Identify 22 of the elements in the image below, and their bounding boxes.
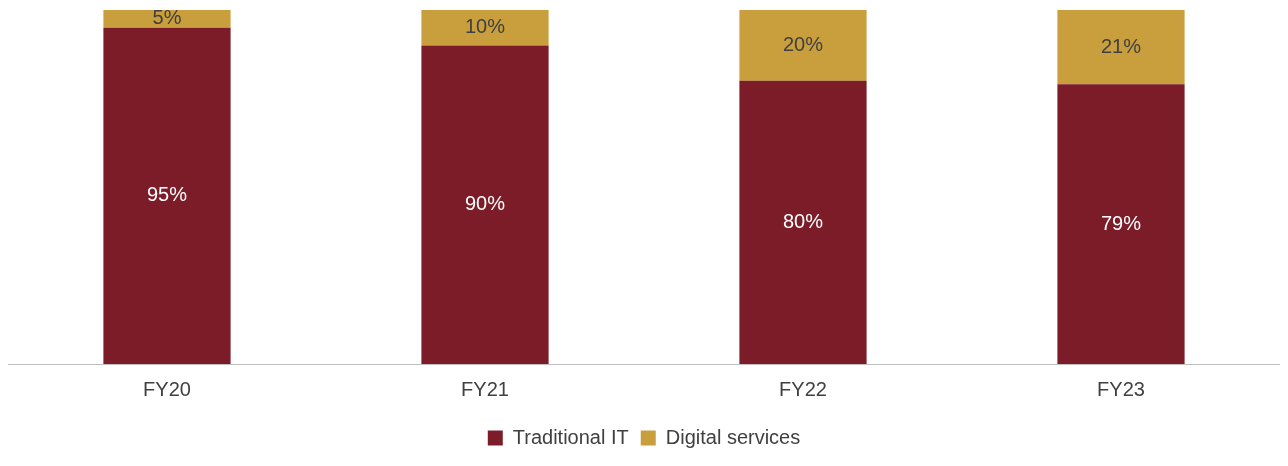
- data-label: 90%: [464, 192, 506, 215]
- bar: [421, 10, 549, 46]
- bar: [103, 27, 231, 364]
- x-tick-label: FY20: [143, 377, 191, 400]
- x-tick-label: FY21: [461, 377, 509, 400]
- bar: [1057, 10, 1185, 85]
- bar: [739, 10, 867, 81]
- data-label: 21%: [1100, 34, 1142, 57]
- data-label: 80%: [782, 209, 824, 232]
- bar: [739, 80, 867, 364]
- data-label: 95%: [146, 183, 188, 206]
- data-label: 5%: [152, 6, 182, 29]
- bar: [1057, 84, 1185, 364]
- legend-label: Traditional IT: [512, 425, 629, 448]
- data-label: 10%: [464, 15, 506, 38]
- data-label: 79%: [1100, 211, 1142, 234]
- legend-label: Digital services: [665, 425, 801, 448]
- x-tick-label: FY23: [1097, 377, 1145, 400]
- x-tick-label: FY22: [779, 377, 827, 400]
- bar: [103, 10, 231, 28]
- data-label: 20%: [782, 32, 824, 55]
- bar: [421, 45, 549, 364]
